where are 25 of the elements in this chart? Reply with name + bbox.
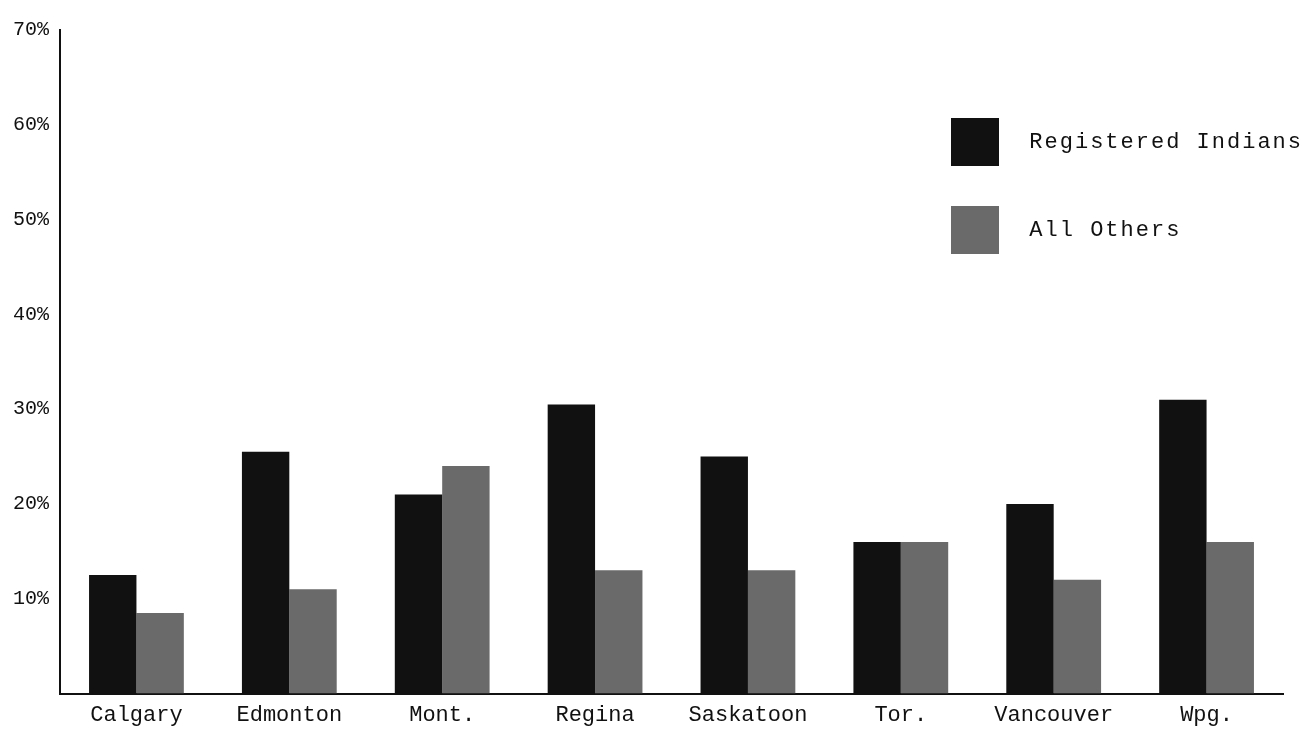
bar [1206,541,1254,694]
x-tick-label: Mont. [409,702,476,728]
bar [595,570,643,694]
x-tick-label: Saskatoon [688,702,808,728]
y-tick-label: 40% [12,302,50,326]
bar [442,466,490,694]
x-tick-label: Vancouver [994,702,1114,728]
y-tick-label: 70% [12,18,50,42]
y-tick-label: 60% [12,113,50,137]
legend-label: Registered Indians [1029,129,1303,155]
x-tick-label: Regina [555,702,635,728]
bar [747,570,796,694]
y-tick-label: 10% [12,587,50,611]
bar [1053,579,1102,694]
x-tick-label: Wpg. [1180,702,1233,728]
x-tick-label: Tor. [874,702,928,728]
x-tick-label: Edmonton [236,702,343,728]
y-tick-label: 30% [12,397,50,421]
bar [900,541,949,694]
y-tick-label: 50% [12,207,50,231]
y-tick-label: 20% [12,492,50,516]
bar [136,613,184,694]
x-tick-label: Calgary [90,702,183,728]
legend-label: All Others [1029,217,1182,243]
bar [289,589,337,694]
